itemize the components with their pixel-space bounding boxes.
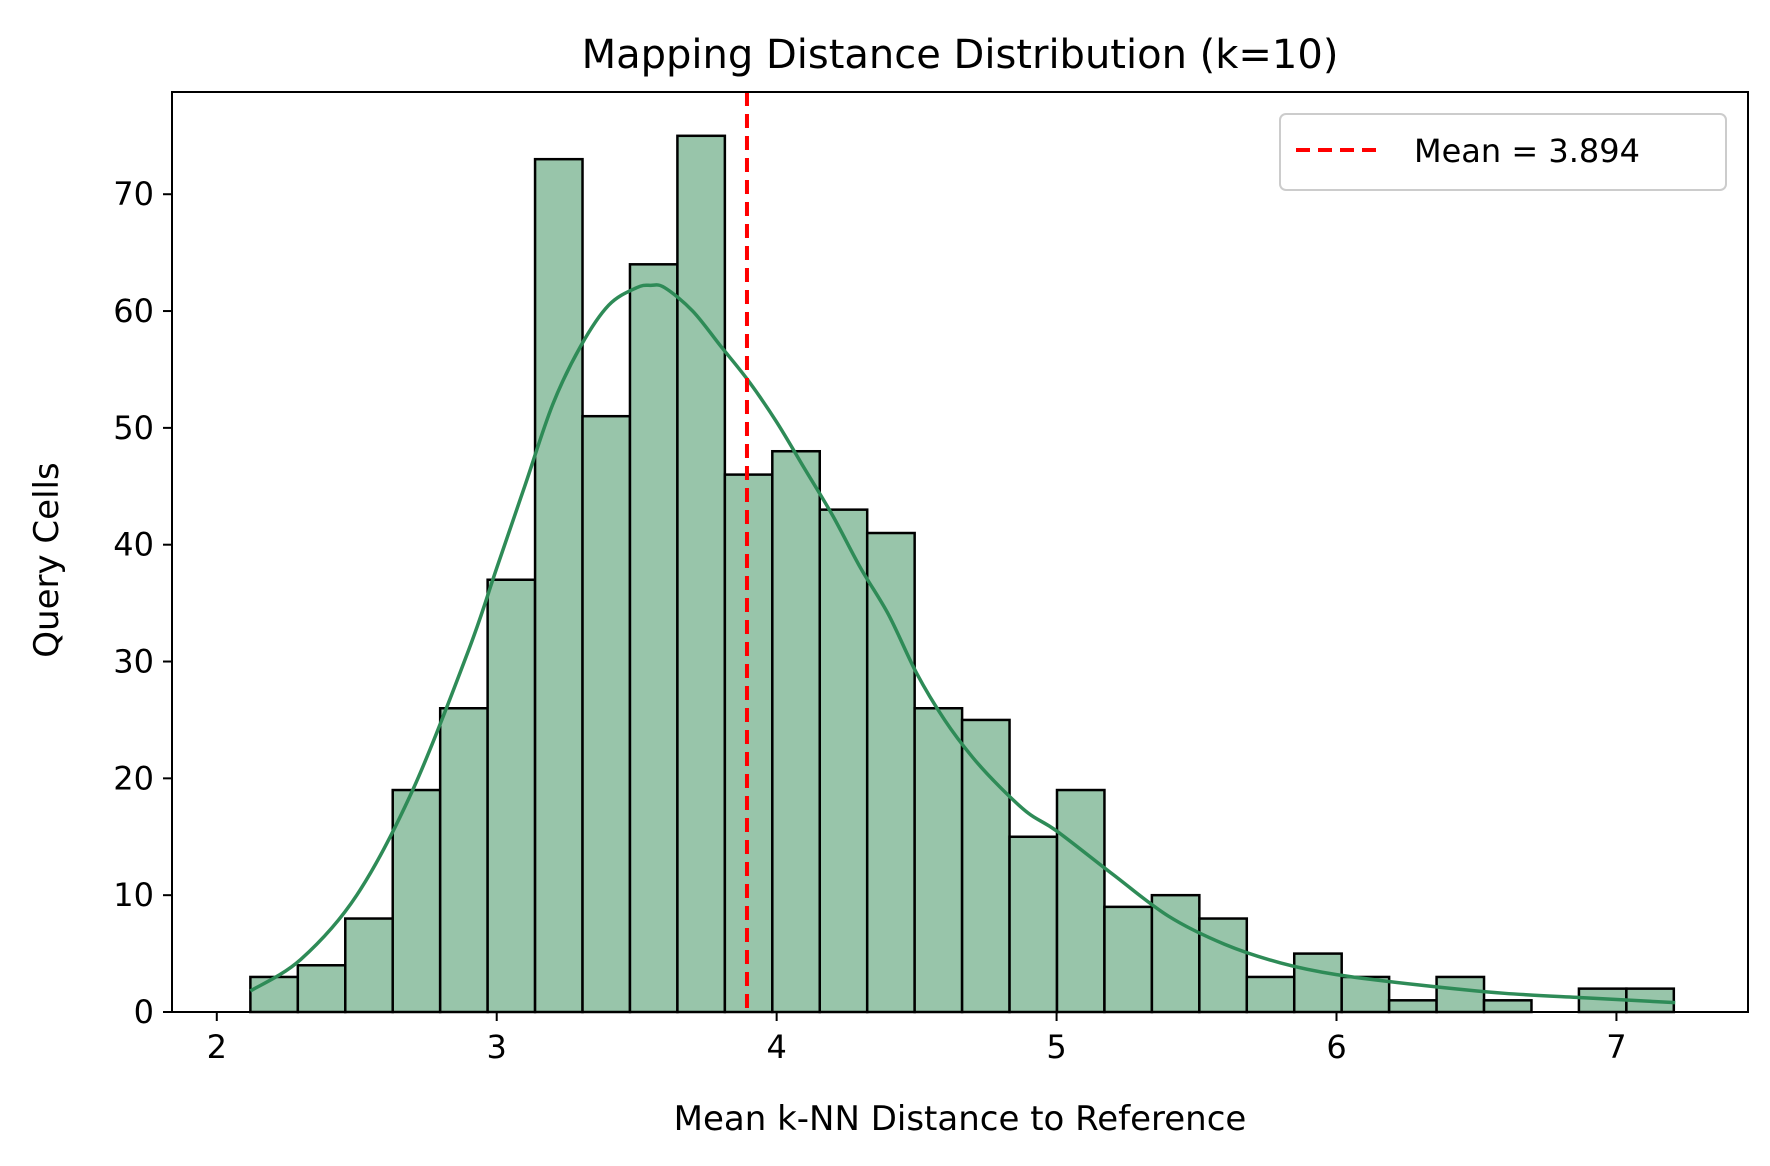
kde-curve (249, 283, 1676, 1005)
histogram-bar (771, 449, 822, 1014)
histogram-bar (1150, 893, 1201, 1014)
histogram-bar (438, 707, 489, 1014)
y-tick-label: 0 (134, 993, 154, 1031)
y-tick-label: 60 (113, 292, 154, 330)
histogram-bar (1482, 999, 1533, 1014)
legend-mean-label: Mean = 3.894 (1414, 132, 1640, 170)
histogram-bar (1387, 999, 1438, 1014)
histogram-bar (391, 788, 442, 1014)
histogram-bar (249, 975, 300, 1014)
chart-title: Mapping Distance Distribution (k=10) (582, 32, 1339, 78)
y-tick-label: 30 (113, 643, 154, 681)
histogram-bar (676, 134, 727, 1014)
y-tick-label: 50 (113, 409, 154, 447)
histogram-bar (486, 578, 537, 1014)
histogram-bar (1435, 975, 1486, 1014)
x-tick-label: 3 (487, 1028, 507, 1066)
y-tick-label: 40 (113, 526, 154, 564)
histogram-bar (1103, 905, 1154, 1014)
histogram-bar (533, 157, 584, 1014)
x-axis-label: Mean k-NN Distance to Reference (674, 1099, 1247, 1139)
x-tick-label: 7 (1606, 1028, 1626, 1066)
y-tick-label: 10 (113, 876, 154, 914)
y-tick-label: 20 (113, 759, 154, 797)
kde-layer (249, 283, 1676, 1005)
y-axis-ticks: 0 10 20 30 40 50 60 70 (113, 175, 172, 1031)
histogram-bar (581, 414, 632, 1014)
histogram-bar (628, 263, 679, 1014)
x-tick-label: 6 (1326, 1028, 1346, 1066)
histogram-bar (296, 964, 347, 1014)
histogram-bar (1245, 975, 1296, 1014)
plot-frame (171, 91, 1749, 1013)
legend-box (1279, 113, 1727, 191)
histogram-bar (1008, 835, 1059, 1014)
histogram-bar (960, 718, 1011, 1014)
x-tick-label: 2 (207, 1028, 227, 1066)
y-tick-label: 70 (113, 175, 154, 213)
histogram-bar (1198, 917, 1249, 1014)
histogram-bar (913, 707, 964, 1014)
histogram-bars (249, 134, 1676, 1014)
histogram-bar (865, 531, 916, 1014)
histogram-bar (1292, 952, 1343, 1014)
histogram-bar (344, 917, 394, 1014)
x-tick-label: 4 (766, 1028, 786, 1066)
legend: Mean = 3.894 (1279, 113, 1727, 191)
x-tick-label: 5 (1046, 1028, 1066, 1066)
y-axis-label: Query Cells (27, 462, 67, 657)
histogram-bar (818, 508, 869, 1014)
x-axis-ticks: 2 3 4 5 6 7 (207, 1012, 1627, 1066)
histogram-bar (1055, 788, 1106, 1014)
